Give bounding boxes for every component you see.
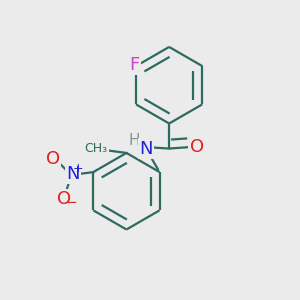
Text: O: O	[57, 190, 71, 208]
Text: +: +	[72, 162, 83, 175]
Text: N: N	[140, 140, 153, 158]
Text: O: O	[46, 150, 60, 168]
Text: H: H	[128, 133, 140, 148]
Text: F: F	[129, 56, 140, 74]
Text: O: O	[190, 138, 204, 156]
Text: −: −	[64, 195, 77, 210]
Text: CH₃: CH₃	[85, 142, 108, 155]
Text: N: N	[66, 165, 80, 183]
